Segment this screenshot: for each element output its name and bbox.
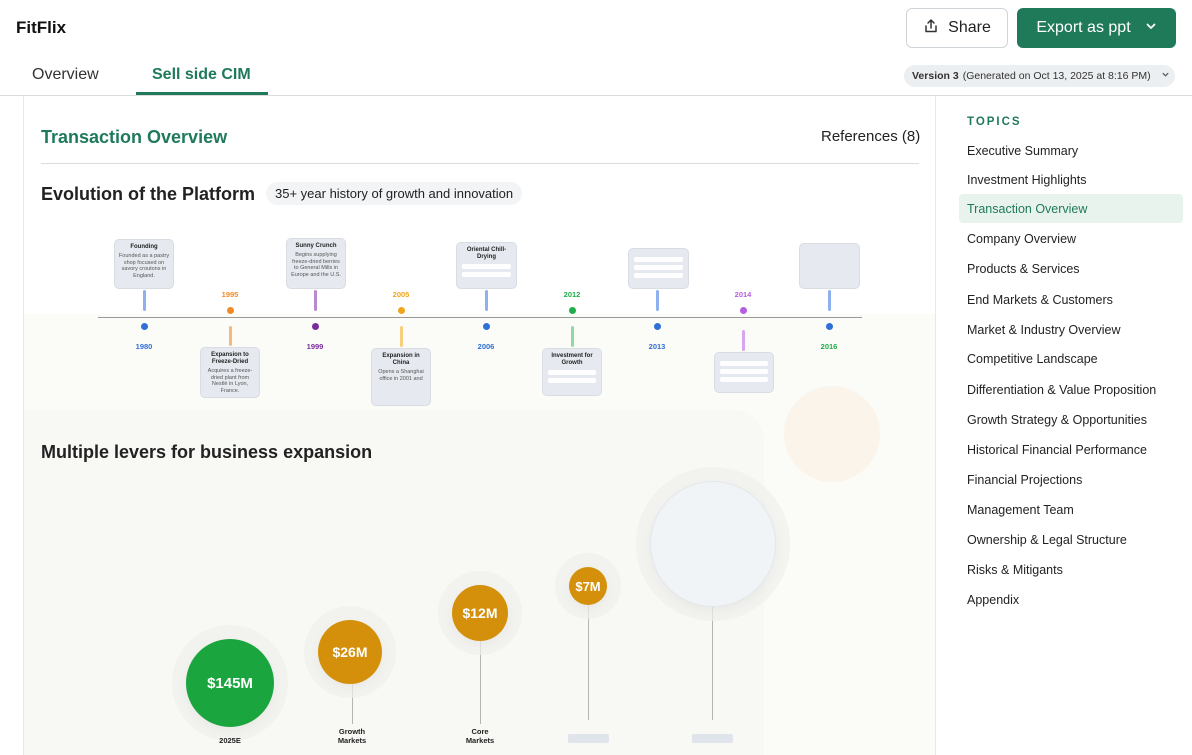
topic-products-services[interactable]: Products & Services xyxy=(967,261,1080,276)
chevron-down-icon xyxy=(1161,70,1170,82)
version-selector[interactable]: Version 3 (Generated on Oct 13, 2025 at … xyxy=(904,65,1175,87)
topic-transaction-overview[interactable]: Transaction Overview xyxy=(959,194,1183,223)
timeline-dot xyxy=(569,307,576,314)
timeline-dot xyxy=(826,323,833,330)
timeline-stem xyxy=(143,290,146,311)
topic-end-markets-customers[interactable]: End Markets & Customers xyxy=(967,292,1113,307)
timeline-card: Investment for Growth xyxy=(542,348,602,396)
timeline-dot xyxy=(398,307,405,314)
timeline-year: 2016 xyxy=(820,342,838,351)
bubble-core-markets: $12M xyxy=(452,585,508,641)
timeline-dot xyxy=(740,307,747,314)
background-shape xyxy=(24,410,764,755)
export-label: Export as ppt xyxy=(1036,19,1131,36)
topic-company-overview[interactable]: Company Overview xyxy=(967,231,1077,246)
bubble-stem xyxy=(480,640,481,724)
timeline-stem xyxy=(314,290,317,311)
bubble-placeholder xyxy=(650,481,776,607)
app-title: FitFlix xyxy=(16,18,67,37)
bubble-stem xyxy=(588,602,589,720)
topic-financial-projections[interactable]: Financial Projections xyxy=(967,472,1083,487)
label-placeholder xyxy=(568,734,609,743)
topic-investment-highlights[interactable]: Investment Highlights xyxy=(967,172,1087,187)
section-title: Transaction Overview xyxy=(41,127,228,147)
bubble-7m: $7M xyxy=(569,567,607,605)
topic-appendix[interactable]: Appendix xyxy=(967,592,1020,607)
header-divider xyxy=(0,95,1192,96)
references-link[interactable]: References (8) xyxy=(821,128,921,145)
bubble-label: Core Markets xyxy=(465,727,495,745)
share-button[interactable]: Share xyxy=(906,8,1008,48)
timeline-year: 2006 xyxy=(477,342,495,351)
timeline-stem xyxy=(571,326,574,347)
topic-growth-strategy[interactable]: Growth Strategy & Opportunities xyxy=(967,412,1147,427)
document-panel: Transaction Overview References (8) Evol… xyxy=(23,96,936,755)
timeline-stem xyxy=(656,290,659,311)
topic-management-team[interactable]: Management Team xyxy=(967,502,1074,517)
bubble-label: 2025E xyxy=(219,736,241,745)
evolution-chip: 35+ year history of growth and innovatio… xyxy=(266,182,523,205)
label-placeholder xyxy=(692,734,733,743)
timeline-year: 2013 xyxy=(648,342,666,351)
levers-title: Multiple levers for business expansion xyxy=(41,442,373,462)
topic-market-industry-overview[interactable]: Market & Industry Overview xyxy=(967,322,1121,337)
export-button[interactable]: Export as ppt xyxy=(1017,8,1176,48)
timeline-stem xyxy=(400,326,403,347)
active-tab-indicator xyxy=(136,92,268,95)
share-label: Share xyxy=(948,19,991,36)
section-divider xyxy=(41,163,919,164)
timeline-dot xyxy=(312,323,319,330)
timeline-axis xyxy=(98,317,862,318)
timeline-dot xyxy=(483,323,490,330)
chevron-down-icon xyxy=(1145,19,1157,37)
bubble-growth-markets: $26M xyxy=(318,620,382,684)
timeline-year: 1995 xyxy=(221,290,239,299)
timeline-stem xyxy=(742,330,745,351)
timeline-card xyxy=(628,248,689,289)
evolution-title: Evolution of the Platform xyxy=(41,184,255,204)
version-detail: (Generated on Oct 13, 2025 at 8:16 PM) xyxy=(962,70,1151,82)
timeline-card: Expansion in China Opens a Shanghai offi… xyxy=(371,348,431,406)
timeline-card: Sunny Crunch Begins supplying freeze-dri… xyxy=(286,238,346,289)
timeline-stem xyxy=(828,290,831,311)
topic-risks-mitigants[interactable]: Risks & Mitigants xyxy=(967,562,1063,577)
timeline-year: 2005 xyxy=(392,290,410,299)
bubble-label: Growth Markets xyxy=(337,727,367,745)
timeline-card: Founding Founded as a pastry shop focuse… xyxy=(114,239,174,289)
timeline-stem xyxy=(229,326,232,346)
timeline-card xyxy=(714,352,774,393)
tab-overview[interactable]: Overview xyxy=(32,66,99,83)
timeline-year: 1980 xyxy=(135,342,153,351)
timeline-year: 2012 xyxy=(563,290,581,299)
topics-heading: TOPICS xyxy=(967,116,1022,128)
version-name: Version 3 xyxy=(912,70,959,82)
timeline-year: 1999 xyxy=(306,342,324,351)
bubble-stem xyxy=(352,684,353,724)
timeline-dot xyxy=(141,323,148,330)
tab-sell-side-cim[interactable]: Sell side CIM xyxy=(152,66,251,83)
timeline-dot xyxy=(227,307,234,314)
timeline-stem xyxy=(485,290,488,311)
timeline-card xyxy=(799,243,860,289)
timeline-year: 2014 xyxy=(734,290,752,299)
bubble-2025e: $145M xyxy=(186,639,274,727)
topic-historical-financial[interactable]: Historical Financial Performance xyxy=(967,442,1147,457)
share-icon xyxy=(923,18,939,39)
timeline-dot xyxy=(654,323,661,330)
topic-executive-summary[interactable]: Executive Summary xyxy=(967,143,1079,158)
topic-competitive-landscape[interactable]: Competitive Landscape xyxy=(967,351,1098,366)
decorative-circle xyxy=(784,386,880,482)
timeline-card: Oriental Chill-Drying xyxy=(456,242,517,289)
timeline-card: Expansion to Freeze-Dried Acquires a fre… xyxy=(200,347,260,398)
bubble-stem xyxy=(712,606,713,720)
topic-ownership-legal[interactable]: Ownership & Legal Structure xyxy=(967,532,1127,547)
topic-differentiation[interactable]: Differentiation & Value Proposition xyxy=(967,382,1157,397)
